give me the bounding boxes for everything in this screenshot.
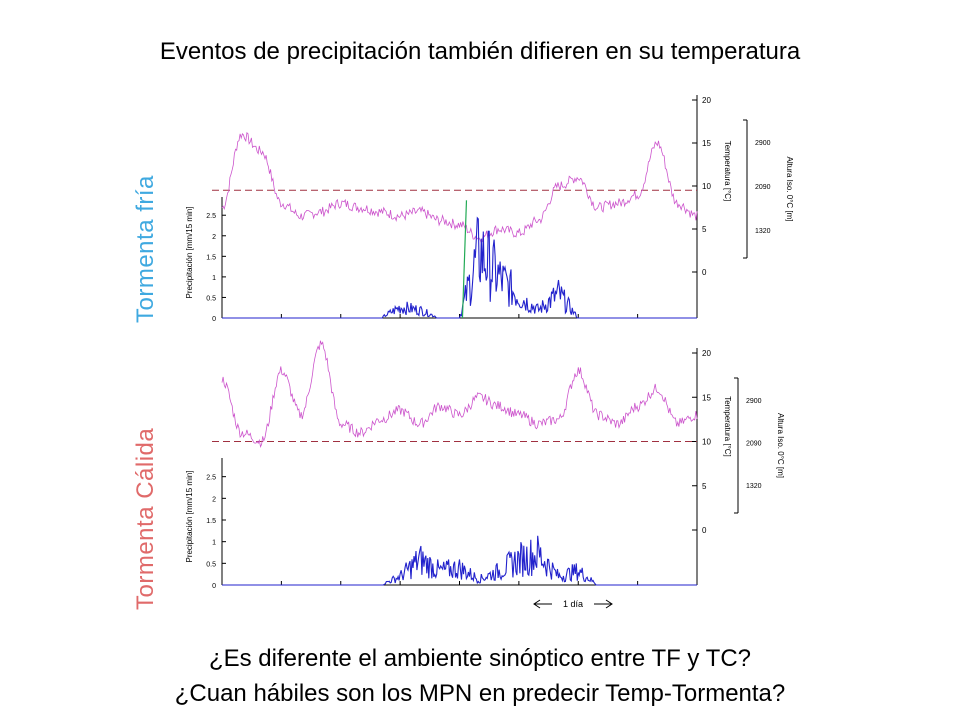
precipitation-series-line [222,535,697,586]
precip-tick-label: 2 [212,496,216,503]
temp-tick-label: 15 [702,393,711,402]
precip-tick-label: 1 [212,540,216,547]
precip-tick-label: 1.5 [206,254,216,261]
question-2: ¿Cuan hábiles son los MPN en predecir Te… [174,680,786,707]
iso-tick-label: 1320 [746,483,762,490]
temp-tick-label: 15 [702,139,711,148]
iso-axis-label: Altura Iso. 0°C [m] [785,157,794,222]
iso-tick-label: 2900 [755,140,771,147]
precip-tick-label: 1.5 [206,518,216,525]
precip-tick-label: 2.5 [206,213,216,220]
scale-label: 1 día [563,599,583,609]
iso-tick-label: 2090 [746,441,762,448]
temp-axis-label: Temperatura [°C] [723,396,732,457]
precip-tick-label: 0.5 [206,295,216,302]
iso-axis-label: Altura Iso. 0°C [m] [776,413,785,478]
scale-arrow-left-head [533,599,541,609]
precipitation-series-line [222,216,697,319]
precip-tick-label: 2.5 [206,475,216,482]
temperature-series-line [221,132,698,243]
precip-tick-label: 1 [212,275,216,282]
precip-axis-label: Precipitación [mm/15 min] [185,470,194,562]
temperature-series-line [221,340,698,448]
temp-axis-label: Temperatura [°C] [723,141,732,202]
temp-tick-label: 5 [702,225,707,234]
iso-tick-label: 2090 [755,184,771,191]
precip-tick-label: 0.5 [206,561,216,568]
scale-arrow-right-head [605,599,613,609]
slide-title: Eventos de precipitación también difiere… [159,38,801,65]
iso-tick-label: 1320 [755,228,771,235]
temp-tick-label: 10 [702,438,711,447]
temp-tick-label: 0 [702,268,707,277]
temp-tick-label: 5 [702,482,707,491]
temp-tick-label: 0 [702,526,707,535]
temp-tick-label: 10 [702,182,711,191]
precip-axis-label: Precipitación [mm/15 min] [185,206,194,298]
green-marker-line [461,200,468,319]
question-1: ¿Es diferente el ambiente sinóptico entr… [208,645,752,672]
precip-tick-label: 0 [212,583,216,590]
temp-tick-label: 20 [702,96,711,105]
precip-tick-label: 0 [212,316,216,323]
iso-tick-label: 2900 [746,398,762,405]
precip-tick-label: 2 [212,234,216,241]
temp-tick-label: 20 [702,349,711,358]
